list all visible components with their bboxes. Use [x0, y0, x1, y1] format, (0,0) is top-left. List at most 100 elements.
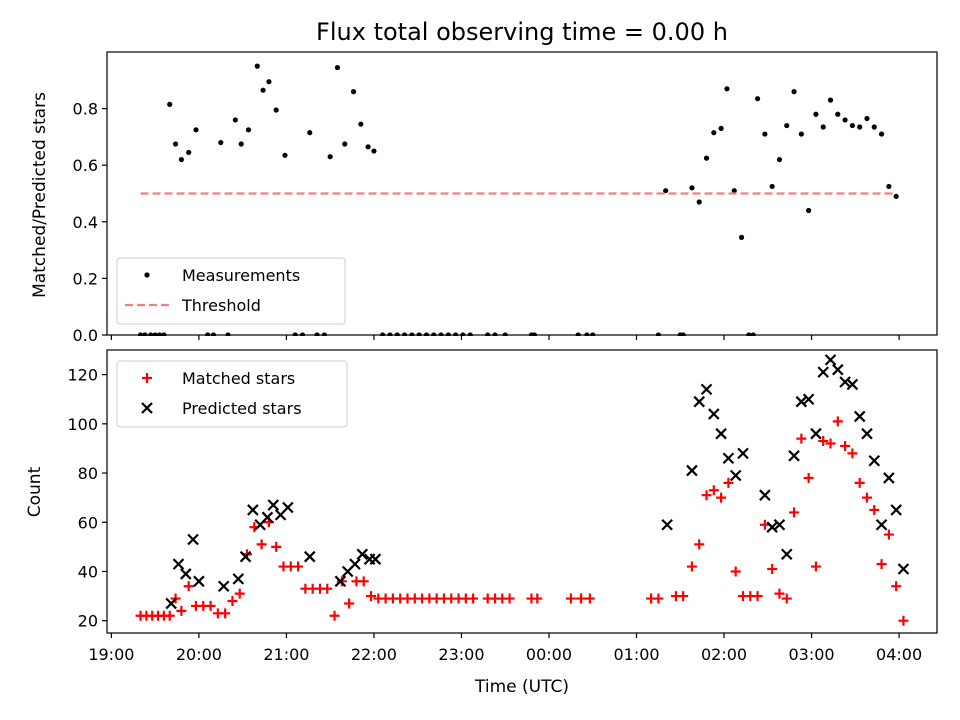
predicted-star-point	[715, 427, 727, 440]
predicted-star-point	[179, 568, 192, 580]
y-tick-label: 60	[78, 513, 98, 532]
predicted-star-point	[759, 489, 771, 501]
matched-star-point	[366, 591, 377, 602]
matched-star-point	[840, 440, 851, 451]
x-tick-label: 04:00	[876, 645, 922, 664]
measurement-point	[718, 125, 724, 132]
measurement-point	[531, 332, 537, 336]
x-tick-label: 01:00	[613, 645, 659, 664]
measurement-point	[205, 332, 211, 336]
predicted-star-point	[839, 376, 851, 388]
measurement-point	[798, 131, 804, 137]
matched-star-point	[271, 541, 282, 552]
measurement-point	[254, 63, 260, 69]
x-tick-label: 20:00	[176, 645, 222, 664]
measurement-point	[210, 332, 217, 336]
measurement-point	[590, 332, 596, 336]
x-tick-label: 21:00	[263, 645, 309, 664]
y-tick-label: 0.6	[73, 156, 98, 175]
predicted-star-point	[193, 575, 205, 588]
measurement-point	[711, 130, 717, 136]
bottom-plot-area: 20 40 60 80 100 120 19:00 20:00 21:00 22:00 23:00 0…	[67, 349, 938, 664]
matched-star-point	[847, 448, 858, 459]
measurement-point	[575, 332, 581, 336]
predicted-star-point	[817, 366, 829, 378]
measurement-point	[460, 332, 466, 336]
measurement-point	[152, 332, 158, 336]
predicted-star-point	[369, 553, 382, 565]
predicted-star-point	[232, 573, 245, 585]
y-tick-label: 0.4	[73, 213, 98, 232]
predicted-star-point	[247, 504, 259, 516]
measurement-point	[273, 107, 279, 113]
measurement-point	[820, 124, 826, 130]
measurement-point	[502, 332, 508, 336]
measurement-point	[663, 188, 669, 194]
predicted-star-point	[282, 501, 294, 514]
y-tick-label: 20	[78, 612, 98, 631]
measurement-point	[161, 332, 167, 336]
measurement-point	[827, 97, 834, 103]
x-tick-label: 19:00	[88, 645, 134, 664]
predicted-star-point	[846, 378, 859, 391]
matched-star-point	[234, 588, 245, 599]
matched-star-point	[774, 588, 785, 599]
matched-star-point	[883, 529, 894, 540]
predicted-star-point	[890, 504, 902, 516]
predicted-star-point	[239, 550, 252, 563]
y-tick-label: 100	[67, 415, 98, 434]
measurement-point	[350, 89, 357, 95]
measurement-point	[776, 156, 783, 163]
predicted-star-point	[261, 511, 274, 524]
matched-star-point	[205, 600, 216, 611]
predicted-star-point	[766, 521, 778, 533]
predicted-star-point	[810, 427, 822, 440]
predicted-star-point	[795, 395, 808, 408]
matched-star-point	[861, 492, 872, 503]
matched-star-point	[220, 608, 231, 619]
predicted-star-point	[773, 518, 786, 531]
measurement-point	[371, 148, 377, 154]
x-tick-label: 00:00	[526, 645, 572, 664]
measurement-point	[238, 141, 244, 147]
matched-star-point	[176, 605, 187, 616]
matched-star-point	[723, 477, 734, 488]
matched-star-point	[256, 539, 267, 550]
plot-frame	[106, 349, 938, 634]
measurement-point	[156, 332, 163, 336]
measurement-point	[292, 332, 298, 336]
predicted-star-point	[883, 472, 895, 484]
predicted-star-point	[172, 558, 185, 570]
predicted-star-point	[802, 393, 815, 405]
measurement-point	[835, 111, 841, 117]
measurement-point	[762, 131, 768, 137]
predicted-star-point	[861, 427, 873, 440]
legend-marker-plus	[142, 373, 152, 383]
measurement-point	[784, 122, 790, 129]
matched-star-point	[767, 564, 778, 575]
predicted-star-point	[693, 395, 706, 408]
matched-star-point	[898, 615, 909, 626]
measurement-point	[746, 332, 752, 336]
predicted-star-point	[780, 548, 793, 561]
measurement-point	[750, 332, 756, 336]
measurement-point	[842, 117, 848, 123]
predicted-star-point	[334, 575, 347, 588]
measurement-point	[401, 332, 408, 336]
y-tick-label: 120	[67, 366, 98, 385]
measurement-point	[467, 332, 473, 336]
predicted-star-point	[217, 580, 230, 593]
predicted-star-point	[853, 410, 866, 423]
y-tick-label: 0.8	[73, 100, 98, 119]
legend-label: Measurements	[182, 266, 300, 285]
predicted-star-point	[832, 363, 844, 376]
measurement-point	[689, 185, 695, 191]
matched-star-point	[329, 610, 340, 621]
measurement-point	[893, 193, 899, 199]
matched-star-point	[869, 504, 880, 515]
measurement-point	[813, 111, 819, 117]
matched-star-point	[686, 561, 697, 572]
predicted-star-point	[868, 454, 881, 467]
legend-box	[116, 360, 348, 428]
